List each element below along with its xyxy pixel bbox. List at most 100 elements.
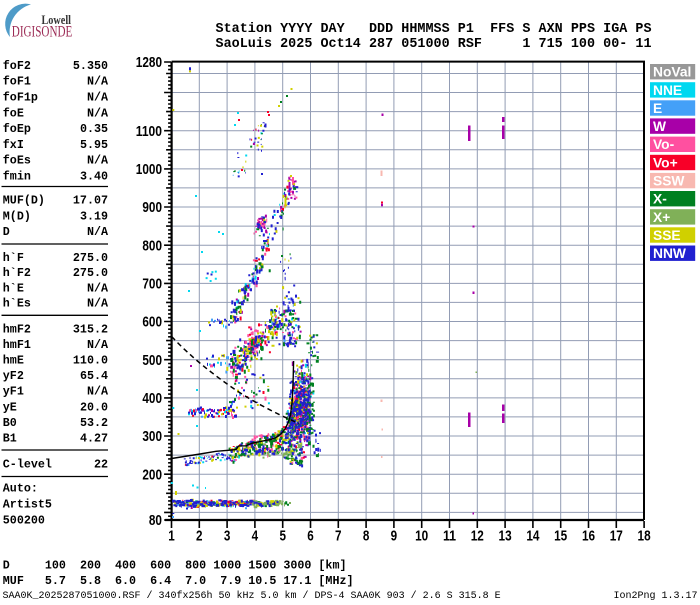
svg-text:N/A: N/A	[87, 338, 109, 352]
svg-text:1: 1	[168, 529, 175, 545]
svg-text:18: 18	[638, 529, 651, 545]
svg-text:foEp: foEp	[3, 122, 31, 136]
svg-text:Ion2Png 1.3.17: Ion2Png 1.3.17	[613, 591, 697, 600]
svg-text:C-level: C-level	[3, 457, 52, 471]
svg-text:MUF(D): MUF(D)	[3, 194, 45, 208]
svg-text:600: 600	[142, 315, 162, 331]
svg-text:W: W	[653, 119, 667, 134]
svg-text:foF2: foF2	[3, 59, 31, 73]
svg-text:X-: X-	[653, 192, 667, 207]
svg-text:700: 700	[142, 277, 162, 293]
svg-text:h`F: h`F	[3, 251, 24, 265]
svg-text:N/A: N/A	[87, 154, 109, 168]
svg-text:Auto:: Auto:	[3, 481, 38, 495]
svg-text:SSE: SSE	[653, 228, 681, 243]
svg-text:hmF1: hmF1	[3, 338, 31, 352]
svg-text:yF1: yF1	[3, 385, 24, 399]
svg-text:NNW: NNW	[653, 246, 687, 261]
svg-text:h`F2: h`F2	[3, 266, 31, 280]
svg-text:80: 80	[149, 513, 162, 529]
svg-text:300: 300	[142, 429, 162, 445]
svg-text:17.07: 17.07	[73, 194, 108, 208]
svg-text:MUF 5.7 5.8 6.0 6.4 7.0: MUF 5.7 5.8 6.0 6.4 7.0 7.9 10.5 17.1 [M…	[3, 574, 354, 588]
svg-text:400: 400	[142, 391, 162, 407]
svg-text:3: 3	[224, 529, 231, 545]
svg-text:Vo-: Vo-	[653, 137, 675, 152]
svg-text:22: 22	[94, 457, 108, 471]
svg-text:B1: B1	[3, 432, 17, 446]
svg-text:Lowell: Lowell	[42, 12, 72, 27]
svg-text:20.0: 20.0	[80, 400, 108, 414]
svg-text:hmE: hmE	[3, 354, 24, 368]
svg-text:315.2: 315.2	[73, 322, 108, 336]
svg-text:fxI: fxI	[3, 138, 24, 152]
svg-text:1280: 1280	[136, 55, 162, 71]
svg-text:275.0: 275.0	[73, 251, 108, 265]
svg-text:N/A: N/A	[87, 281, 109, 295]
svg-text:1000: 1000	[136, 162, 162, 178]
svg-text:NNE: NNE	[653, 83, 682, 98]
svg-text:500: 500	[142, 353, 162, 369]
svg-text:10: 10	[415, 529, 428, 545]
svg-text:200: 200	[142, 467, 162, 483]
svg-text:17: 17	[610, 529, 623, 545]
svg-text:SaoLuis 2025 Oct14 287 051000: SaoLuis 2025 Oct14 287 051000 RSF 1 715 …	[216, 37, 652, 52]
svg-text:0.35: 0.35	[80, 122, 108, 136]
svg-text:12: 12	[471, 529, 484, 545]
svg-text:N/A: N/A	[87, 91, 109, 105]
svg-text:N/A: N/A	[87, 75, 109, 89]
svg-text:110.0: 110.0	[73, 354, 108, 368]
svg-text:h`Es: h`Es	[3, 297, 31, 311]
svg-text:6: 6	[307, 529, 314, 545]
svg-text:16: 16	[582, 529, 595, 545]
svg-text:E: E	[653, 101, 662, 116]
svg-text:2: 2	[196, 529, 203, 545]
svg-text:65.4: 65.4	[80, 369, 108, 383]
svg-text:14: 14	[526, 529, 539, 545]
svg-text:5.350: 5.350	[73, 59, 108, 73]
svg-text:foF1: foF1	[3, 75, 31, 89]
svg-text:5.95: 5.95	[80, 138, 108, 152]
svg-text:9: 9	[391, 529, 398, 545]
svg-text:N/A: N/A	[87, 297, 109, 311]
svg-text:275.0: 275.0	[73, 266, 108, 280]
svg-text:foEs: foEs	[3, 154, 31, 168]
svg-text:SSW: SSW	[653, 174, 685, 189]
svg-text:7: 7	[335, 529, 342, 545]
svg-text:X+: X+	[653, 210, 670, 225]
svg-text:11: 11	[443, 529, 456, 545]
svg-text:SAA0K_2025287051000.RSF / 340f: SAA0K_2025287051000.RSF / 340fx256h 50 k…	[3, 590, 501, 600]
svg-text:3.19: 3.19	[80, 209, 108, 223]
svg-text:53.2: 53.2	[80, 416, 108, 430]
svg-text:Station YYYY DAY DDD HHMMSS: Station YYYY DAY DDD HHMMSS P1 FFS S AXN…	[216, 22, 652, 37]
svg-text:500200: 500200	[3, 513, 45, 527]
svg-text:foE: foE	[3, 106, 24, 120]
svg-text:fmin: fmin	[3, 170, 31, 184]
svg-text:yF2: yF2	[3, 369, 24, 383]
svg-text:800: 800	[142, 238, 162, 254]
svg-text:15: 15	[554, 529, 567, 545]
svg-text:900: 900	[142, 200, 162, 216]
svg-text:4.27: 4.27	[80, 432, 108, 446]
svg-text:D 100 200 400 600 800: D 100 200 400 600 800 1000 1500 3000 [km…	[3, 559, 347, 573]
svg-text:D: D	[3, 225, 10, 239]
svg-text:1100: 1100	[136, 124, 162, 140]
svg-text:M(D): M(D)	[3, 209, 31, 223]
svg-text:foF1p: foF1p	[3, 91, 38, 105]
svg-text:yE: yE	[3, 400, 17, 414]
svg-text:h`E: h`E	[3, 281, 24, 295]
svg-text:5: 5	[279, 529, 286, 545]
svg-text:N/A: N/A	[87, 225, 109, 239]
svg-text:DIGISONDE: DIGISONDE	[12, 23, 73, 40]
svg-text:8: 8	[363, 529, 370, 545]
svg-text:NoVal: NoVal	[653, 65, 691, 80]
svg-text:N/A: N/A	[87, 106, 109, 120]
svg-text:3.40: 3.40	[80, 170, 108, 184]
svg-text:Vo+: Vo+	[653, 155, 678, 170]
svg-text:N/A: N/A	[87, 385, 109, 399]
svg-text:hmF2: hmF2	[3, 322, 31, 336]
svg-text:Artist5: Artist5	[3, 497, 52, 511]
svg-text:4: 4	[252, 529, 259, 545]
svg-text:13: 13	[499, 529, 512, 545]
svg-text:B0: B0	[3, 416, 17, 430]
